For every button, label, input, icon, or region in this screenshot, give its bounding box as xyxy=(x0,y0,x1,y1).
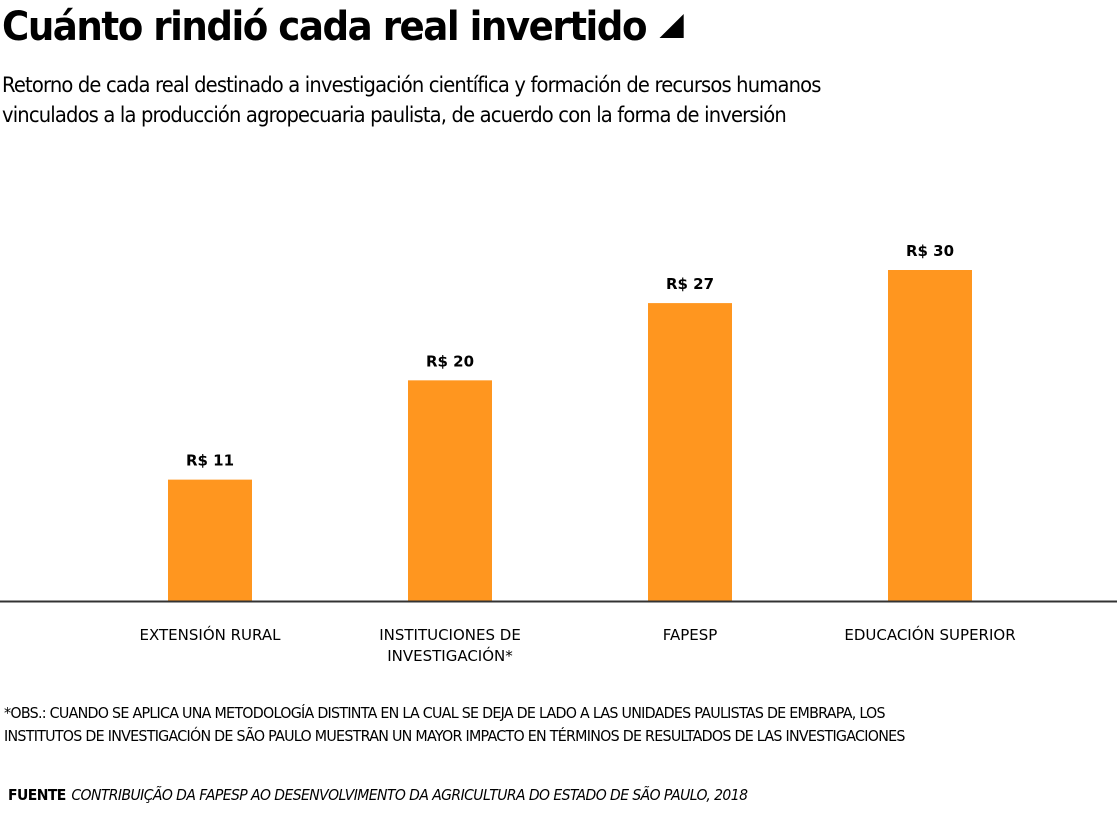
category-label-0-0: EXTENSIÓN RURAL xyxy=(140,625,282,644)
chart-subtitle: Retorno de cada real destinado a investi… xyxy=(2,70,1025,130)
source: FUENTE CONTRIBUIÇÃO DA FAPESP AO DESENVOL… xyxy=(8,786,748,804)
value-label-0: R$ 11 xyxy=(186,452,234,470)
bar-chart: R$ 11 EXTENSIÓN RURAL R$ 20 INSTITUCIONES D… xyxy=(0,242,1117,665)
bar-1 xyxy=(408,380,492,601)
footnote-line-2: INSTITUTOS DE INVESTIGACIÓN DE SÃO PAULO… xyxy=(4,727,905,745)
subtitle-line-2: vinculados a la producción agropecuaria … xyxy=(2,103,787,127)
triangle-icon xyxy=(659,14,684,38)
bars-group xyxy=(168,270,972,601)
footnote: *OBS.: CUANDO SE APLICA UNA METODOLOGÍA … xyxy=(4,702,905,748)
value-label-2: R$ 27 xyxy=(666,275,714,293)
bar-2 xyxy=(648,303,732,601)
subtitle-line-1: Retorno de cada real destinado a investi… xyxy=(2,73,821,97)
source-text: CONTRIBUIÇÃO DA FAPESP AO DESENVOLVIMENT… xyxy=(71,786,748,804)
labels-group: R$ 11 EXTENSIÓN RURAL R$ 20 INSTITUCIONES D… xyxy=(140,242,1016,665)
category-label-1-0: INSTITUCIONES DE xyxy=(379,626,521,644)
chart-title: Cuánto rindió cada real invertido xyxy=(2,2,684,52)
bar-3 xyxy=(888,270,972,601)
source-label: FUENTE xyxy=(8,786,66,804)
value-label-1: R$ 20 xyxy=(426,352,474,370)
footnote-line-1: *OBS.: CUANDO SE APLICA UNA METODOLOGÍA … xyxy=(4,704,886,722)
bar-0 xyxy=(168,479,252,601)
category-label-3-0: EDUCACIÓN SUPERIOR xyxy=(844,625,1015,644)
category-label-2-0: FAPESP xyxy=(663,626,718,644)
chart-title-text: Cuánto rindió cada real invertido xyxy=(2,4,648,50)
value-label-3: R$ 30 xyxy=(906,242,954,260)
category-label-1-1: INVESTIGACIÓN* xyxy=(387,646,513,665)
